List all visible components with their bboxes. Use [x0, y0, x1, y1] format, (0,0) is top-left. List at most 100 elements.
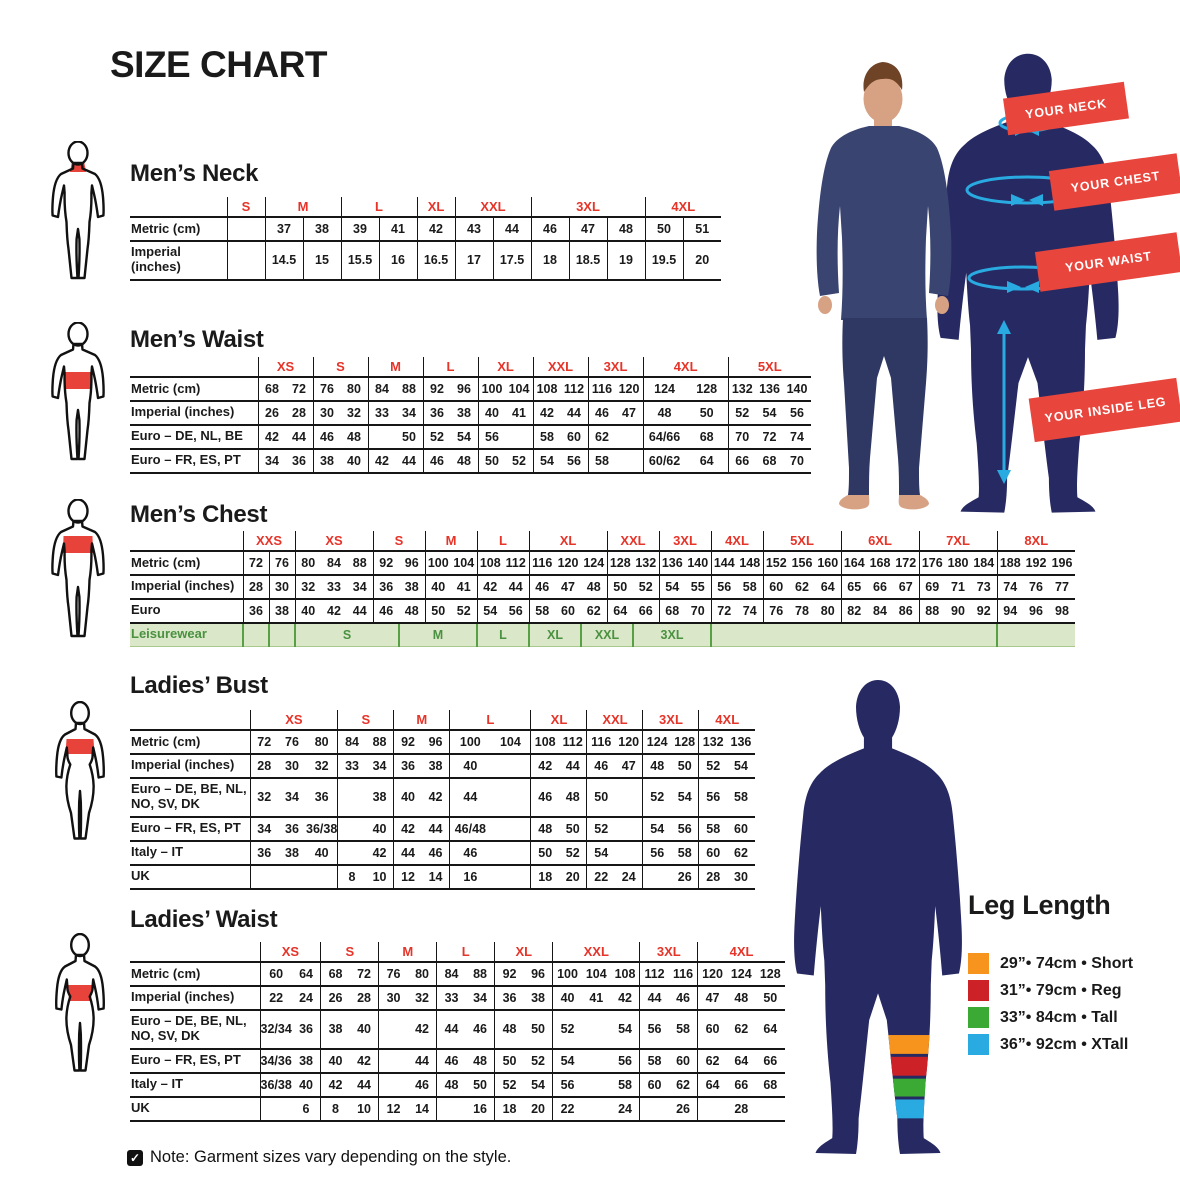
size-cell: 8 — [337, 863, 366, 890]
size-cell: 38 — [320, 1008, 350, 1049]
size-cell: 34 — [465, 984, 495, 1010]
size-cell: 58 — [668, 1008, 698, 1049]
size-cell: 51 — [682, 216, 721, 241]
size-cell: 60 — [639, 1071, 669, 1097]
size-cell: 116 — [587, 376, 616, 401]
size-cell: XL — [528, 621, 581, 647]
row-label: Metric (cm) — [130, 961, 260, 986]
size-cell: 16.5 — [416, 239, 455, 281]
size-cell: 40 — [424, 573, 451, 599]
row-label: Euro — [130, 597, 243, 623]
leg-length-label: 31”• 79cm • Reg — [1000, 981, 1122, 999]
size-cell: 42 — [349, 1047, 379, 1073]
size-cell: 40 — [393, 776, 422, 817]
size-cell — [249, 863, 278, 890]
size-cell: 42 — [365, 839, 394, 865]
size-cell: 47 — [555, 573, 581, 599]
size-group-header: 4XL — [642, 357, 729, 377]
size-cell: 18 — [530, 239, 569, 281]
size-cell: 3XL — [632, 621, 711, 647]
table-row: UK 8 10 12 14 16 18 20 22 24 26 28 30 — [130, 863, 755, 890]
size-cell: 132 — [698, 729, 727, 754]
female-bust-figure — [55, 701, 105, 840]
size-cell: 56 — [642, 839, 671, 865]
size-cell — [642, 863, 671, 890]
size-cell: 28 — [242, 573, 269, 599]
size-cell: 196 — [1049, 550, 1075, 575]
size-cell: 18.5 — [568, 239, 607, 281]
size-cell: 120 — [614, 729, 643, 754]
size-cell: 68 — [320, 961, 350, 986]
size-group-header: XL — [494, 942, 553, 962]
size-cell: 46 — [372, 597, 399, 623]
size-cell: 56 — [610, 1047, 640, 1073]
size-cell: 19 — [606, 239, 645, 281]
size-cell: 32 — [306, 752, 338, 778]
table-row: Euro – FR, ES, PT 34/36 38 40 42 44 46 48 50 52 54… — [130, 1047, 785, 1073]
size-cell: 40 — [349, 1008, 379, 1049]
size-cell: 70 — [783, 447, 811, 474]
size-cell: 62 — [726, 839, 755, 865]
size-cell: 44 — [639, 984, 669, 1010]
row-label: Metric (cm) — [130, 216, 227, 241]
size-cell: 58 — [726, 776, 755, 817]
size-cell: 80 — [407, 961, 437, 986]
table-row: Imperial (inches) 28 30 32 33 34 36 38 40 41 42 44 4… — [130, 573, 1075, 599]
row-label: Euro – FR, ES, PT — [130, 815, 250, 841]
size-cell: 26 — [320, 984, 350, 1010]
size-cell: 96 — [523, 961, 553, 986]
size-cell: 76 — [268, 550, 295, 575]
size-cell — [581, 1071, 611, 1097]
size-cell: 47 — [697, 984, 727, 1010]
size-cell: 124 — [726, 961, 756, 986]
size-cell: 33 — [436, 984, 466, 1010]
measurement-illustration: YOUR NECK YOUR CHEST YOUR WAIST YOUR INS… — [795, 38, 1180, 525]
size-cell: 72 — [349, 961, 379, 986]
size-group-header: 3XL — [642, 710, 699, 730]
xtall-color-swatch — [968, 1034, 989, 1055]
size-cell: 48 — [530, 815, 559, 841]
size-cell: 74 — [996, 573, 1023, 599]
size-cell: 48 — [436, 1071, 466, 1097]
size-cell: 48 — [606, 216, 645, 241]
size-cell: 64 — [685, 447, 729, 474]
size-cell: 172 — [893, 550, 919, 575]
size-cell: 188 — [996, 550, 1023, 575]
size-cell: 84 — [867, 597, 893, 623]
size-cell: 58 — [532, 423, 561, 449]
size-cell: 14 — [421, 863, 450, 890]
size-cell: 116 — [668, 961, 698, 986]
size-cell: 46 — [421, 839, 450, 865]
size-cell: S — [294, 621, 399, 647]
size-cell: 52 — [505, 447, 533, 474]
size-cell: 62 — [668, 1071, 698, 1097]
size-cell: 62 — [581, 597, 607, 623]
size-cell: 64 — [726, 1047, 756, 1073]
size-cell: 80 — [306, 729, 338, 754]
size-cell — [242, 621, 269, 647]
row-label: Metric (cm) — [130, 550, 243, 575]
table-row: Imperial (inches) 26 28 30 32 33 34 36 38 40 41 42 4… — [130, 399, 811, 425]
table-row: Italy – IT 36/38 40 42 44 46 48 50 52 54 56 58 60 62 6… — [130, 1071, 785, 1097]
table-row: Italy – IT 36 38 40 42 44 46 46 50 52 54 56 58 60 62 — [130, 839, 755, 865]
size-cell: 60 — [726, 815, 755, 841]
size-cell: 192 — [1023, 550, 1049, 575]
size-cell: 46 — [530, 776, 559, 817]
size-cell: 54 — [610, 1008, 640, 1049]
size-cell: 104 — [451, 550, 477, 575]
size-cell: 6 — [291, 1095, 321, 1122]
size-cell: 43 — [454, 216, 493, 241]
size-cell — [337, 776, 366, 817]
size-cell: 64 — [755, 1008, 785, 1049]
size-cell: 58 — [698, 815, 727, 841]
row-label: Imperial (inches) — [130, 399, 258, 425]
size-cell: 38 — [450, 399, 478, 425]
size-cell: 58 — [587, 447, 616, 474]
mens-chest-table: XXS XS S M L XL XXL 3XL 4XL 5XL 6XL 7XL 8XL Metric (c… — [130, 531, 1075, 647]
table-row: Euro – DE, BE, NL, NO, SV, DK 32/34 36 38 40… — [130, 1008, 785, 1049]
leg-length-label: 33”• 84cm • Tall — [1000, 1008, 1118, 1026]
size-cell: 40 — [306, 839, 338, 865]
size-group-header: XL — [477, 357, 533, 377]
table-row: Metric (cm) 72 76 80 84 88 92 96 100 104 108 112 116… — [130, 550, 1075, 575]
size-cell: 168 — [867, 550, 893, 575]
